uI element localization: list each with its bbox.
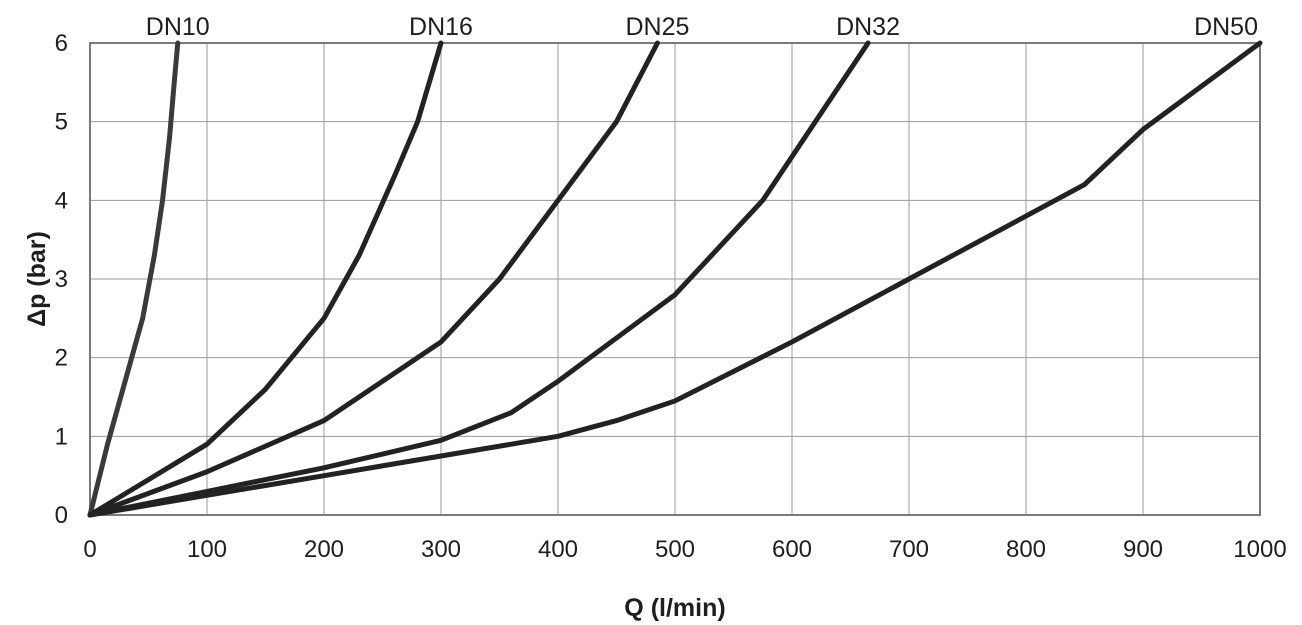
series-label-dn10: DN10 <box>146 13 210 41</box>
x-tick-label: 0 <box>83 536 96 563</box>
x-tick-label: 100 <box>187 536 227 563</box>
x-tick-label: 700 <box>889 536 929 563</box>
x-tick-label: 300 <box>421 536 461 563</box>
series-labels: DN10 DN16 DN25 DN32 DN50 <box>146 13 1258 41</box>
y-tick-label: 4 <box>55 187 68 214</box>
series-label-dn32: DN32 <box>836 13 900 41</box>
y-tick-label: 6 <box>55 30 68 57</box>
x-tick-label: 600 <box>772 536 812 563</box>
y-axis-ticks: 0 1 2 3 4 5 6 <box>55 30 68 529</box>
x-tick-label: 800 <box>1006 536 1046 563</box>
x-axis-ticks: 0 100 200 300 400 500 600 700 800 900 1000 <box>83 536 1286 563</box>
x-tick-label: 400 <box>538 536 578 563</box>
series-label-dn50: DN50 <box>1194 13 1258 41</box>
x-tick-label: 1000 <box>1233 536 1286 563</box>
y-axis-title: Δp (bar) <box>23 231 51 327</box>
y-tick-label: 3 <box>55 266 68 293</box>
series-label-dn16: DN16 <box>409 13 473 41</box>
y-tick-label: 5 <box>55 109 68 136</box>
series-label-dn25: DN25 <box>625 13 689 41</box>
x-tick-label: 200 <box>304 536 344 563</box>
y-tick-label: 2 <box>55 345 68 372</box>
y-tick-label: 0 <box>55 502 68 529</box>
y-tick-label: 1 <box>55 423 68 450</box>
x-tick-label: 500 <box>655 536 695 563</box>
x-axis-title: Q (l/min) <box>624 594 725 622</box>
x-tick-label: 900 <box>1123 536 1163 563</box>
